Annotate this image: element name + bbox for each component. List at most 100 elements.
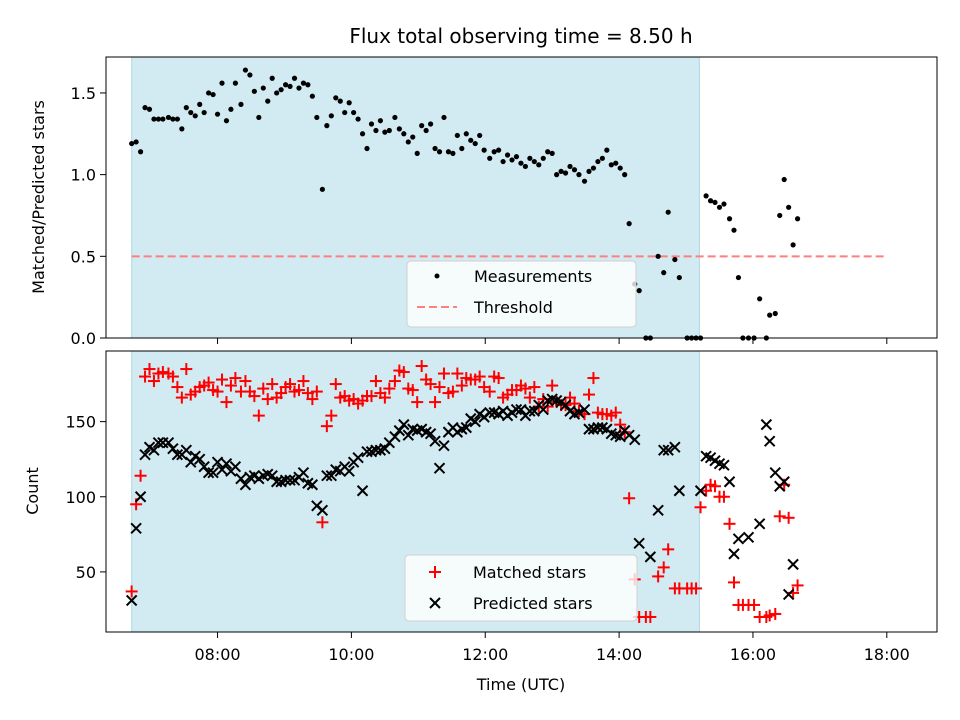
predicted-star-point	[220, 457, 233, 470]
predicted-star-point	[193, 453, 206, 465]
measurement-point	[129, 140, 135, 147]
predicted-star-point	[356, 485, 369, 497]
matched-star-point	[492, 372, 505, 385]
predicted-star-point	[652, 504, 664, 516]
matched-star-point	[316, 516, 329, 529]
matched-star-point	[216, 373, 229, 386]
predicted-star-point	[125, 594, 138, 607]
predicted-star-point	[694, 485, 707, 497]
predicted-star-point	[297, 467, 310, 479]
predicted-star-point	[306, 479, 319, 491]
measurement-point	[382, 129, 388, 135]
matched-star-point	[397, 366, 410, 379]
matched-star-point	[261, 393, 274, 406]
predicted-legend-label: Predicted stars	[473, 594, 593, 613]
matched-star-point	[437, 367, 450, 380]
measurement-point	[278, 87, 284, 93]
measurement-point	[291, 75, 298, 81]
measurement-point	[712, 199, 718, 206]
predicted-star-point	[198, 460, 210, 473]
measurement-point	[731, 227, 737, 233]
matched-star-point	[139, 370, 152, 383]
y-tick-label: 150	[65, 413, 96, 432]
measurement-point	[468, 137, 474, 143]
matched-star-point	[614, 418, 627, 431]
measurement-point	[665, 209, 671, 215]
matched-star-point	[723, 517, 736, 530]
matched-star-point	[143, 363, 156, 376]
measurement-point	[274, 90, 280, 96]
predicted-star-point	[139, 448, 151, 461]
predicted-star-point	[216, 464, 228, 476]
matched-star-point	[773, 510, 786, 523]
measurement-point	[549, 150, 555, 156]
matched-star-point	[229, 372, 242, 385]
matched-star-point	[727, 576, 740, 589]
measurement-point	[481, 147, 487, 153]
predicted-star-point	[515, 403, 527, 416]
measurements-legend-marker	[434, 273, 440, 279]
x-tick-label: 16:00	[730, 645, 776, 664]
measurement-point	[137, 149, 144, 155]
measurement-point	[414, 150, 420, 156]
measurement-point	[445, 149, 452, 155]
measurement-point	[735, 274, 742, 281]
measurement-point	[777, 212, 783, 219]
predicted-star-point	[718, 459, 730, 471]
measurement-point	[463, 131, 469, 137]
measurement-point	[604, 147, 610, 153]
predicted-star-point	[460, 421, 472, 434]
matched-star-point	[424, 378, 437, 391]
predicted-star-point	[673, 485, 686, 497]
measurement-point	[613, 160, 619, 166]
x-tick-label: 10:00	[328, 645, 374, 664]
predicted-star-point	[279, 474, 292, 486]
measurement-point	[256, 114, 262, 121]
measurement-point	[386, 127, 392, 134]
predicted-star-point	[284, 474, 296, 486]
predicted-star-point	[769, 467, 781, 479]
measurement-point	[192, 113, 198, 119]
matched-star-point	[388, 375, 401, 388]
matched-star-point	[446, 385, 459, 398]
matched-star-point	[587, 372, 600, 385]
predicted-star-point	[398, 418, 410, 431]
measurement-point	[599, 155, 605, 161]
measurement-point	[509, 157, 515, 163]
predicted-star-point	[723, 476, 736, 488]
y-tick-label: 1.0	[71, 166, 96, 185]
matched-star-point	[769, 607, 782, 620]
matched-star-point	[623, 492, 636, 505]
predicted-star-point	[782, 588, 795, 601]
measurement-point	[772, 310, 778, 317]
predicted-star-point	[732, 533, 745, 545]
matched-star-point	[415, 360, 428, 373]
matched-star-point	[378, 391, 391, 404]
matched-star-point	[156, 366, 169, 379]
predicted-star-point	[658, 444, 670, 456]
predicted-star-point	[573, 406, 585, 419]
measurement-point	[359, 131, 366, 137]
predicted-star-point	[239, 479, 252, 491]
matched-star-point	[284, 378, 297, 391]
matched-star-point	[180, 363, 193, 376]
predicted-star-point	[152, 436, 165, 449]
matched-star-point	[429, 396, 442, 409]
measurement-point	[351, 109, 357, 116]
x-tick-label: 18:00	[864, 645, 910, 664]
x-axis-label: Time (UTC)	[476, 675, 565, 694]
measurement-point	[242, 67, 249, 73]
measurement-point	[219, 80, 225, 86]
matched-star-point	[125, 585, 138, 598]
measurement-point	[581, 178, 588, 184]
matched-star-point	[365, 390, 378, 403]
ratio-panel: 0.0 0.5 1.0 1.5 Matched/Predicted stars Mea…	[29, 56, 938, 348]
x-tick-label: 08:00	[194, 645, 240, 664]
measurement-point	[305, 82, 311, 88]
predicted-star-point	[662, 444, 674, 456]
measurement-point	[454, 132, 460, 139]
matched-star-point	[252, 409, 265, 422]
measurement-point	[319, 186, 325, 192]
measurement-point	[558, 168, 564, 174]
